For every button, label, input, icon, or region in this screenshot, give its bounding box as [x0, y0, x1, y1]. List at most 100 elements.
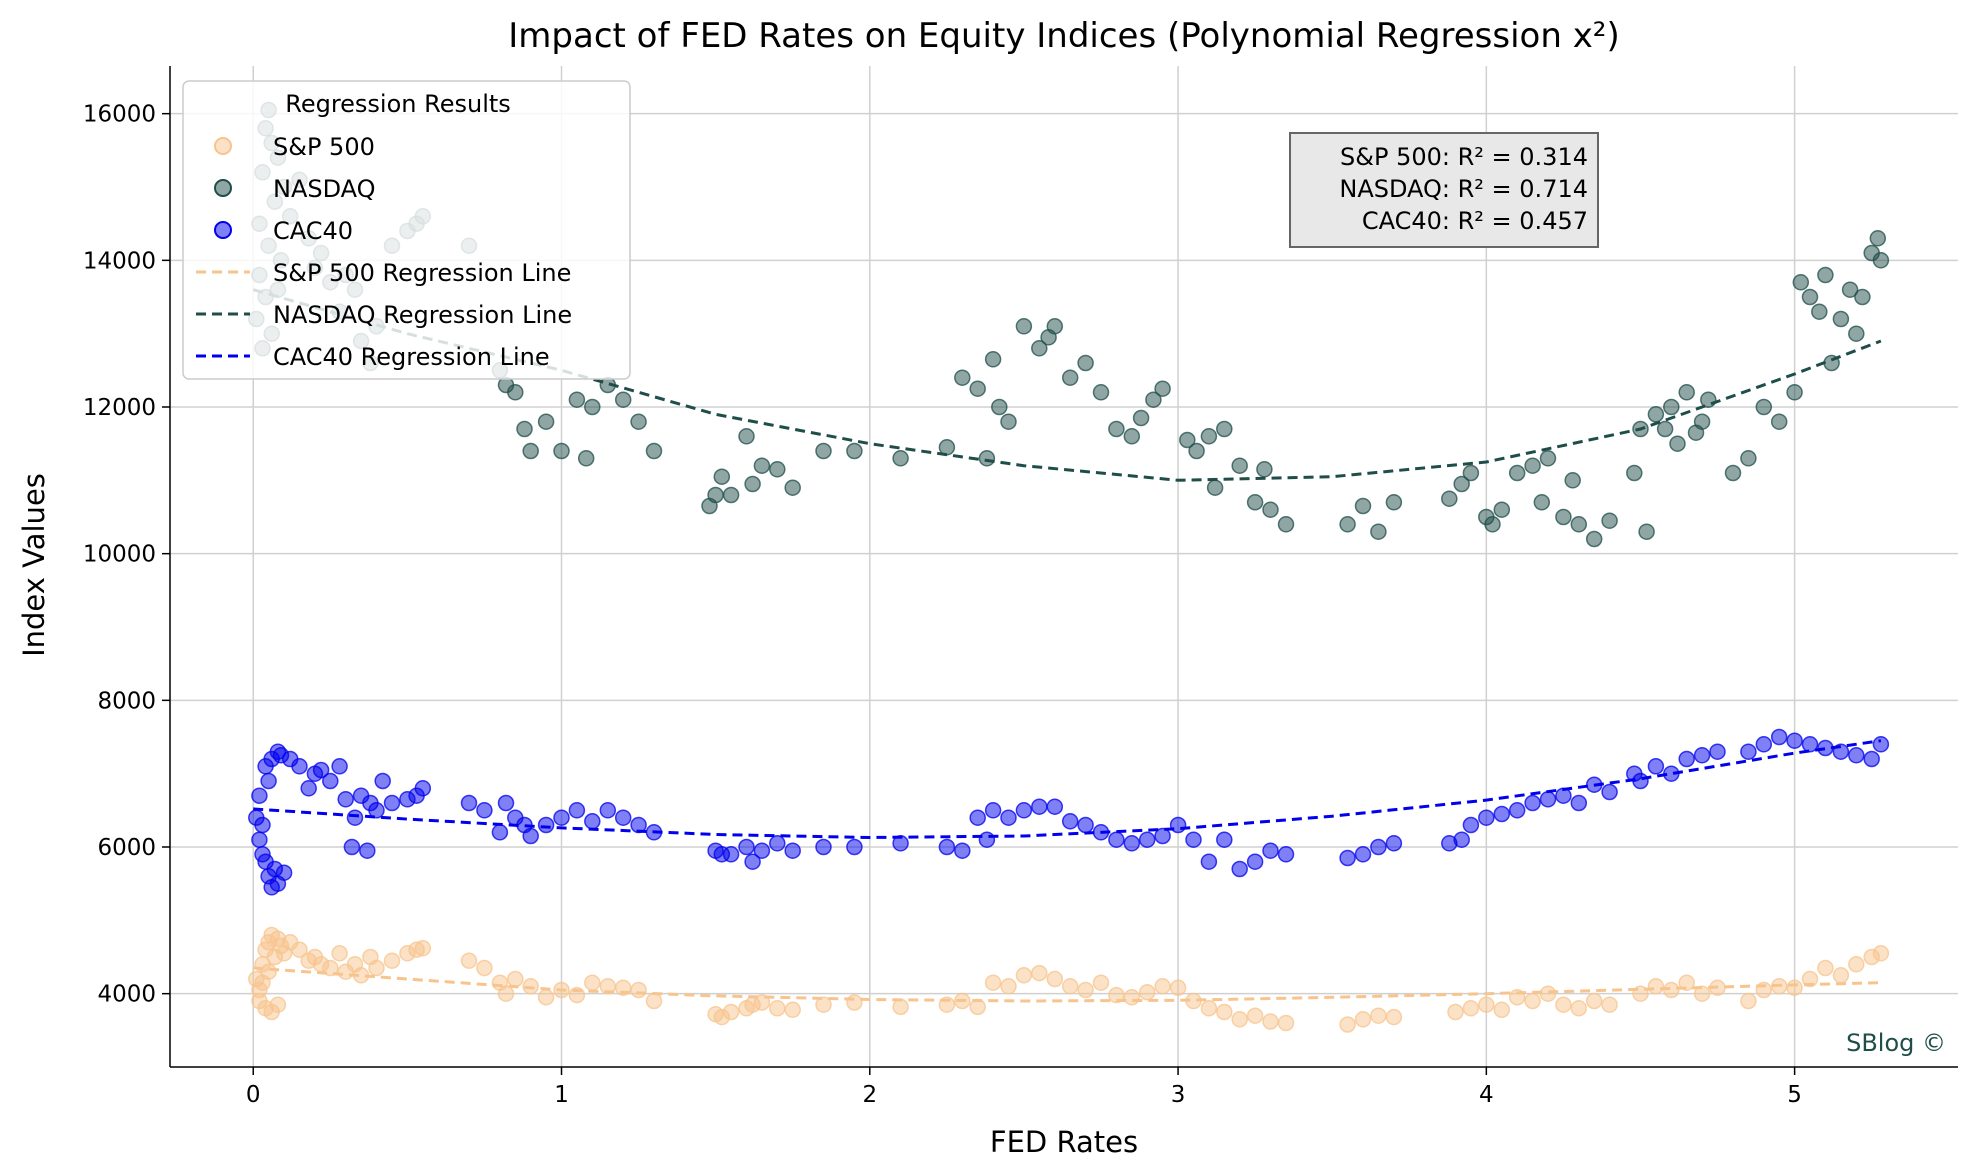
point-sp500 [815, 996, 832, 1013]
point-sp500 [497, 985, 515, 1002]
point-sp500 [938, 996, 956, 1013]
point-sp500 [1601, 996, 1618, 1013]
point-cac40 [414, 780, 432, 797]
point-sp500 [1570, 1000, 1588, 1017]
point-cac40 [1108, 831, 1125, 848]
point-sp500 [1169, 979, 1187, 997]
watermark: SBlog © [1846, 1029, 1946, 1057]
point-sp500 [1755, 981, 1773, 999]
point-sp500 [460, 952, 478, 969]
point-nasdaq [954, 369, 971, 386]
point-nasdaq [1246, 494, 1264, 511]
point-sp500 [352, 967, 370, 984]
point-cac40 [491, 824, 509, 841]
point-nasdaq [1854, 288, 1871, 306]
point-nasdaq [1493, 501, 1511, 518]
point-cac40 [1046, 798, 1064, 815]
point-sp500 [645, 992, 663, 1010]
point-sp500 [1848, 956, 1865, 973]
point-cac40 [954, 842, 971, 859]
point-sp500 [1216, 1003, 1233, 1021]
point-cac40 [984, 802, 1002, 819]
point-nasdaq [1256, 461, 1273, 478]
point-nasdaq [1564, 472, 1581, 489]
point-cac40 [1262, 842, 1279, 859]
point-cac40 [978, 831, 996, 848]
point-nasdaq [1678, 384, 1695, 401]
point-sp500 [1693, 985, 1711, 1002]
point-cac40 [599, 802, 617, 819]
point-cac40 [1138, 831, 1156, 848]
point-cac40 [300, 780, 317, 797]
point-sp500 [1339, 1016, 1356, 1033]
point-cac40 [1462, 816, 1480, 834]
y-tick-label: 14000 [83, 248, 156, 274]
point-nasdaq [584, 398, 601, 416]
point-nasdaq [769, 461, 786, 478]
y-tick-label: 10000 [83, 542, 156, 568]
point-cac40 [1647, 758, 1665, 775]
point-sp500 [1493, 1001, 1511, 1019]
ticks: 0 1 2 3 4 5 4000 6000 8000 10000 12000 14000 16000 [83, 102, 1802, 1108]
r-squared-sp500: S&P 500: R² = 0.314 [1340, 143, 1588, 171]
point-sp500 [1031, 964, 1048, 982]
point-sp500 [1123, 989, 1141, 1006]
legend-marker-nasdaq [214, 179, 232, 197]
point-cac40 [892, 835, 909, 852]
point-cac40 [846, 838, 863, 856]
point-nasdaq [577, 450, 595, 467]
point-cac40 [1231, 860, 1248, 878]
point-sp500 [1539, 985, 1557, 1002]
point-nasdaq [1277, 516, 1295, 533]
r-squared-nasdaq: NASDAQ: R² = 0.714 [1339, 175, 1588, 203]
point-nasdaq [1770, 413, 1788, 430]
legend-label-sp500-line: S&P 500 Regression Line [273, 259, 571, 287]
point-nasdaq [892, 450, 909, 467]
y-tick-label: 12000 [83, 395, 156, 421]
legend-label-nasdaq-line: NASDAQ Regression Line [273, 301, 572, 329]
point-sp500 [1585, 992, 1603, 1010]
x-axis-label: FED Rates [990, 1125, 1138, 1159]
point-cac40 [1354, 846, 1372, 863]
point-cac40 [1786, 732, 1803, 749]
point-nasdaq [1724, 464, 1742, 482]
scatter-points [248, 101, 1890, 1033]
r-squared-box: S&P 500: R² = 0.314 NASDAQ: R² = 0.714 C… [1289, 132, 1599, 248]
point-cac40 [322, 772, 339, 790]
point-cac40 [1031, 798, 1048, 815]
point-cac40 [722, 846, 740, 863]
point-sp500 [969, 998, 986, 1016]
point-cac40 [522, 827, 539, 845]
point-cac40 [553, 809, 570, 826]
y-tick-label: 4000 [97, 982, 156, 1008]
point-nasdaq [1638, 523, 1655, 540]
point-cac40 [1832, 743, 1850, 760]
point-nasdaq [1626, 464, 1643, 482]
point-cac40 [1453, 831, 1470, 848]
point-cac40 [1693, 747, 1711, 764]
point-sp500 [954, 992, 971, 1010]
point-nasdaq [1216, 420, 1233, 438]
point-nasdaq [516, 420, 533, 438]
point-nasdaq [1484, 516, 1501, 533]
point-cac40 [291, 758, 308, 775]
point-cac40 [1123, 835, 1141, 852]
point-sp500 [1154, 978, 1171, 995]
point-nasdaq [1740, 450, 1757, 467]
point-sp500 [1015, 967, 1033, 984]
point-sp500 [414, 939, 432, 957]
point-nasdaq [1656, 420, 1674, 438]
point-nasdaq [1832, 310, 1850, 328]
point-nasdaq [1123, 428, 1141, 445]
point-cac40 [1339, 849, 1356, 867]
point-nasdaq [938, 439, 956, 456]
legend-label-cac40-line: CAC40 Regression Line [273, 343, 550, 371]
point-sp500 [1231, 1011, 1248, 1028]
point-cac40 [769, 835, 786, 852]
point-cac40 [1801, 736, 1819, 753]
point-cac40 [1200, 853, 1218, 870]
point-sp500 [1277, 1014, 1295, 1032]
point-sp500 [584, 974, 601, 991]
point-cac40 [1092, 824, 1110, 841]
